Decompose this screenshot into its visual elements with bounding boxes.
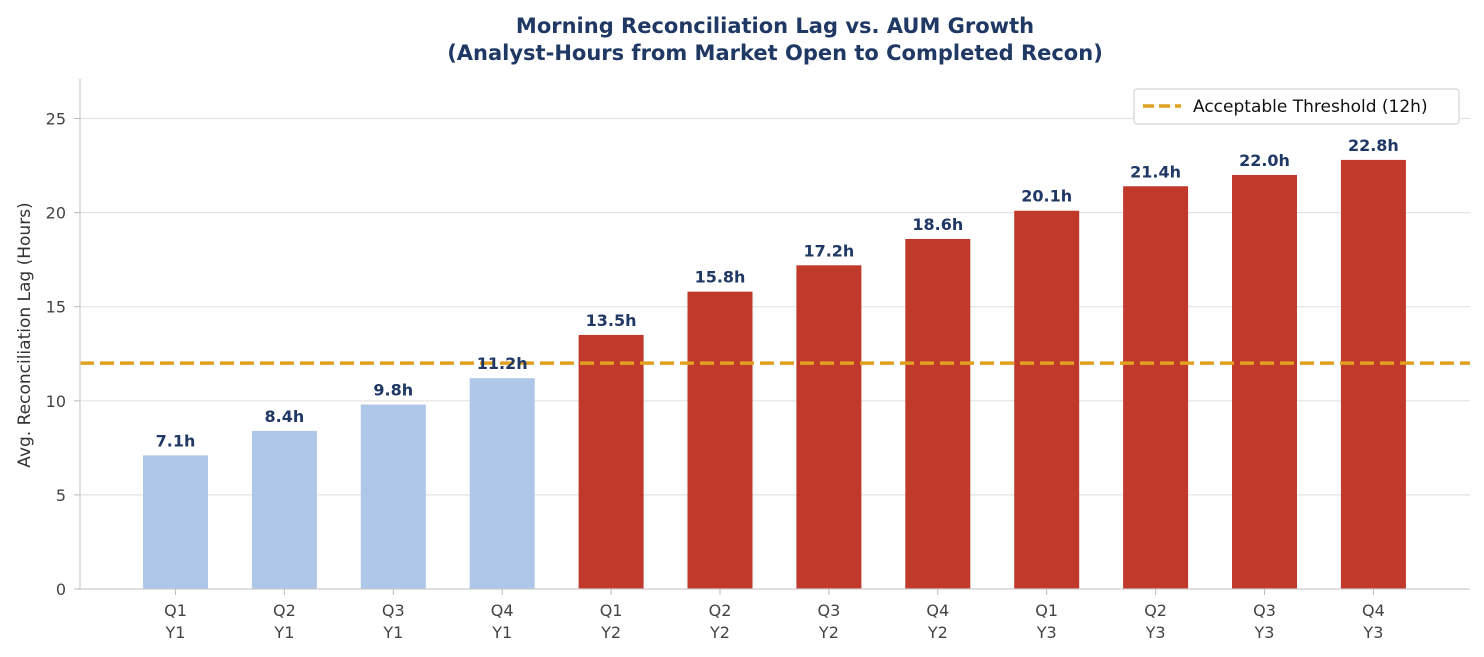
y-ticks: 0 5 10 15 20 25 xyxy=(46,110,80,599)
bar xyxy=(1340,159,1406,590)
bar xyxy=(1232,174,1297,589)
x-tick-label-quarter: Q4 xyxy=(926,601,949,620)
data-labels: 7.1h 8.4h 9.8h 11.2h 13.5h 15.8h 17.2h 18.6h 20.… xyxy=(156,136,1399,450)
bar xyxy=(1123,186,1189,589)
bar xyxy=(905,238,971,589)
x-ticks: Q1 Y1 Q2 Y1 Q3 Y1 Q4 Y1 Q1 Y2 Q2 Y2 Q3 Y2 Q4 Y2 Q1 Y3 Q2 Y3… xyxy=(164,589,1385,642)
bar-data-label: 22.8h xyxy=(1348,136,1399,155)
x-tick-label-year: Y2 xyxy=(709,623,730,642)
x-tick-label-quarter: Q3 xyxy=(1253,601,1276,620)
bar xyxy=(360,404,426,589)
bar-data-label: 22.0h xyxy=(1239,151,1290,170)
bar-data-label: 8.4h xyxy=(265,407,305,426)
x-tick-label-year: Y2 xyxy=(600,623,621,642)
bar xyxy=(143,455,208,589)
bar-data-label: 20.1h xyxy=(1021,187,1072,206)
chart-title-line2: (Analyst-Hours from Market Open to Compl… xyxy=(447,41,1103,65)
bar xyxy=(469,378,535,589)
bar xyxy=(251,430,317,589)
x-tick-label-quarter: Q1 xyxy=(1035,601,1058,620)
chart-title-line1: Morning Reconciliation Lag vs. AUM Growt… xyxy=(516,14,1034,38)
x-tick-label-year: Y1 xyxy=(165,623,186,642)
y-tick-label: 0 xyxy=(56,580,66,599)
bar xyxy=(796,265,862,589)
y-tick-label: 15 xyxy=(46,298,66,317)
x-tick-label-year: Y3 xyxy=(1145,623,1166,642)
x-tick-label-quarter: Q2 xyxy=(273,601,296,620)
bar-data-label: 13.5h xyxy=(586,311,637,330)
bar xyxy=(1014,210,1080,589)
x-tick-label-quarter: Q4 xyxy=(1362,601,1385,620)
x-tick-label-year: Y1 xyxy=(382,623,403,642)
legend-box xyxy=(1133,88,1460,125)
x-tick-label-quarter: Q2 xyxy=(1144,601,1167,620)
x-tick-label-year: Y2 xyxy=(927,623,948,642)
y-tick-label: 20 xyxy=(46,204,66,223)
x-tick-label-quarter: Q4 xyxy=(491,601,514,620)
y-tick-label: 25 xyxy=(46,110,66,129)
x-tick-label-quarter: Q2 xyxy=(709,601,732,620)
y-axis-label: Avg. Reconciliation Lag (Hours) xyxy=(15,202,35,467)
x-tick-label-quarter: Q3 xyxy=(382,601,405,620)
bar-data-label: 9.8h xyxy=(373,381,413,400)
x-tick-label-year: Y1 xyxy=(273,623,294,642)
bar xyxy=(578,334,644,589)
bar-data-label: 17.2h xyxy=(803,241,854,260)
bar-data-label: 21.4h xyxy=(1130,162,1181,181)
bar-data-label: 15.8h xyxy=(695,268,746,287)
x-tick-label-quarter: Q1 xyxy=(164,601,187,620)
bar-data-label: 11.2h xyxy=(477,354,528,373)
x-tick-label-year: Y3 xyxy=(1036,623,1057,642)
x-tick-label-quarter: Q3 xyxy=(818,601,841,620)
bar-data-label: 7.1h xyxy=(156,431,196,450)
x-tick-label-year: Y3 xyxy=(1362,623,1383,642)
bars xyxy=(143,159,1406,590)
legend-threshold-label: Acceptable Threshold (12h) xyxy=(1193,97,1428,117)
axes xyxy=(79,79,1470,590)
x-tick-label-year: Y1 xyxy=(491,623,512,642)
bar-data-label: 18.6h xyxy=(912,215,963,234)
y-tick-label: 5 xyxy=(56,486,66,505)
bar xyxy=(687,291,753,589)
x-tick-label-quarter: Q1 xyxy=(600,601,623,620)
y-tick-label: 10 xyxy=(46,392,66,411)
legend: Acceptable Threshold (12h) xyxy=(1133,88,1460,125)
x-tick-label-year: Y2 xyxy=(818,623,839,642)
x-tick-label-year: Y3 xyxy=(1254,623,1275,642)
